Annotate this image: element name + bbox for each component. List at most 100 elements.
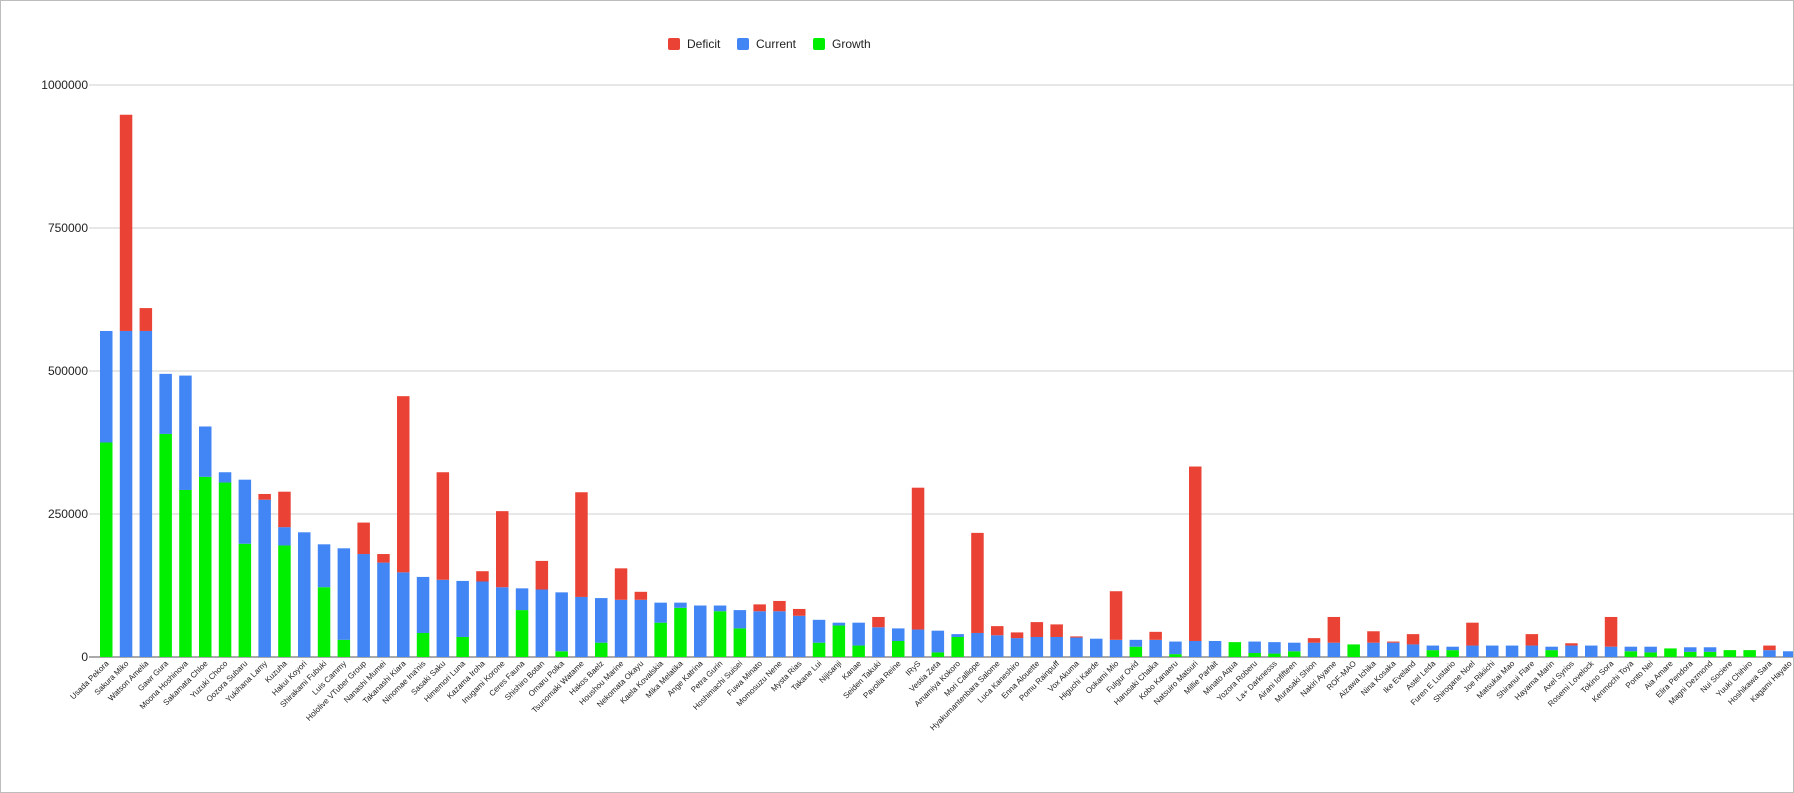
bar-deficit: [1406, 634, 1420, 645]
bar-current: [1545, 646, 1558, 651]
bar-deficit: [357, 522, 370, 555]
bar-current: [713, 605, 727, 612]
bar-growth: [1723, 650, 1737, 657]
bar-growth: [159, 433, 172, 657]
y-tick-label: 1000000: [41, 78, 88, 92]
bar-deficit: [1030, 622, 1044, 637]
bar-current: [634, 599, 648, 657]
bar-current: [1169, 641, 1182, 655]
bar-growth: [1129, 646, 1143, 657]
bar-deficit: [377, 554, 390, 563]
bar-deficit: [397, 396, 410, 573]
bar-current: [1149, 639, 1162, 657]
bar-current: [515, 588, 529, 611]
bar-current: [1525, 645, 1539, 657]
bar-growth: [1268, 653, 1281, 657]
bar-current: [1505, 645, 1519, 657]
bar-deficit: [1149, 631, 1162, 640]
bar-current: [555, 592, 568, 652]
bar-current: [1367, 642, 1380, 657]
bar-current: [832, 622, 846, 626]
bar-current: [1208, 640, 1222, 657]
legend: Deficit Current Growth: [668, 37, 871, 51]
bar-deficit: [1307, 638, 1321, 643]
bar-current: [1129, 639, 1143, 647]
bar-growth: [317, 587, 331, 657]
bar-current: [614, 599, 628, 657]
bar-growth: [1703, 651, 1717, 657]
legend-label: Current: [756, 37, 797, 51]
bar-deficit: [872, 616, 885, 628]
bar-current: [1307, 642, 1321, 657]
bar-current: [298, 532, 311, 657]
bar-growth: [1446, 650, 1459, 657]
bar-growth: [595, 642, 608, 657]
bar-deficit: [535, 560, 549, 590]
bar-current: [1010, 638, 1024, 657]
bar-current: [139, 330, 153, 657]
bar-current: [357, 554, 370, 657]
bar-current: [1070, 637, 1083, 657]
bars: [100, 114, 1793, 657]
bar-deficit: [139, 308, 153, 331]
bar-current: [575, 596, 588, 657]
bar-deficit: [496, 511, 509, 588]
bar-deficit: [258, 493, 271, 500]
bar-deficit: [614, 568, 628, 600]
bar-current: [753, 611, 766, 657]
bar-current: [595, 598, 608, 643]
legend-item-growth: Growth: [813, 37, 871, 51]
y-tick-label: 500000: [48, 364, 88, 378]
bar-growth: [1684, 651, 1697, 657]
bar-growth: [238, 543, 252, 657]
bar-growth: [456, 636, 469, 657]
bar-current: [951, 634, 964, 637]
bar-current: [1565, 645, 1578, 657]
bar-growth: [416, 632, 430, 657]
bar-deficit: [773, 600, 786, 612]
bar-current: [773, 611, 786, 657]
bar-growth: [1288, 651, 1301, 657]
bar-current: [416, 576, 430, 633]
bar-current: [1446, 646, 1459, 651]
bar-deficit: [1763, 645, 1776, 651]
bar-current: [1644, 646, 1657, 653]
bar-current: [694, 605, 707, 657]
bar-deficit: [793, 608, 806, 616]
bar-deficit: [1189, 466, 1202, 641]
bar-growth: [951, 636, 964, 657]
bar-current: [892, 628, 905, 641]
bar-growth: [337, 639, 351, 657]
bar-current: [218, 472, 232, 483]
bar-current: [872, 627, 885, 657]
bar-deficit: [436, 472, 450, 580]
legend-label: Growth: [832, 37, 871, 51]
bar-current: [1387, 642, 1400, 657]
bar-growth: [555, 651, 568, 657]
bar-growth: [1644, 652, 1657, 657]
bar-current: [1189, 640, 1202, 657]
bar-current: [317, 544, 331, 588]
bar-growth: [1743, 650, 1756, 657]
bar-growth: [1426, 650, 1440, 657]
bar-current: [911, 629, 925, 657]
bar-current: [278, 527, 291, 546]
bar-current: [1585, 645, 1598, 657]
bar-current: [1268, 642, 1281, 654]
bar-current: [852, 622, 865, 646]
bar-deficit: [1070, 636, 1083, 638]
y-tick-label: 250000: [48, 507, 88, 521]
legend-item-deficit: Deficit: [668, 37, 721, 51]
bar-growth: [278, 545, 291, 657]
bar-current: [238, 479, 252, 544]
bar-growth: [1248, 652, 1261, 657]
bar-growth: [892, 640, 905, 657]
bar-current: [1327, 642, 1341, 657]
bar-growth: [1624, 651, 1638, 657]
bar-current: [1486, 645, 1499, 657]
bar-current: [100, 330, 113, 443]
bar-deficit: [1604, 616, 1618, 647]
bar-current: [1783, 651, 1793, 657]
bar-current: [674, 602, 687, 608]
